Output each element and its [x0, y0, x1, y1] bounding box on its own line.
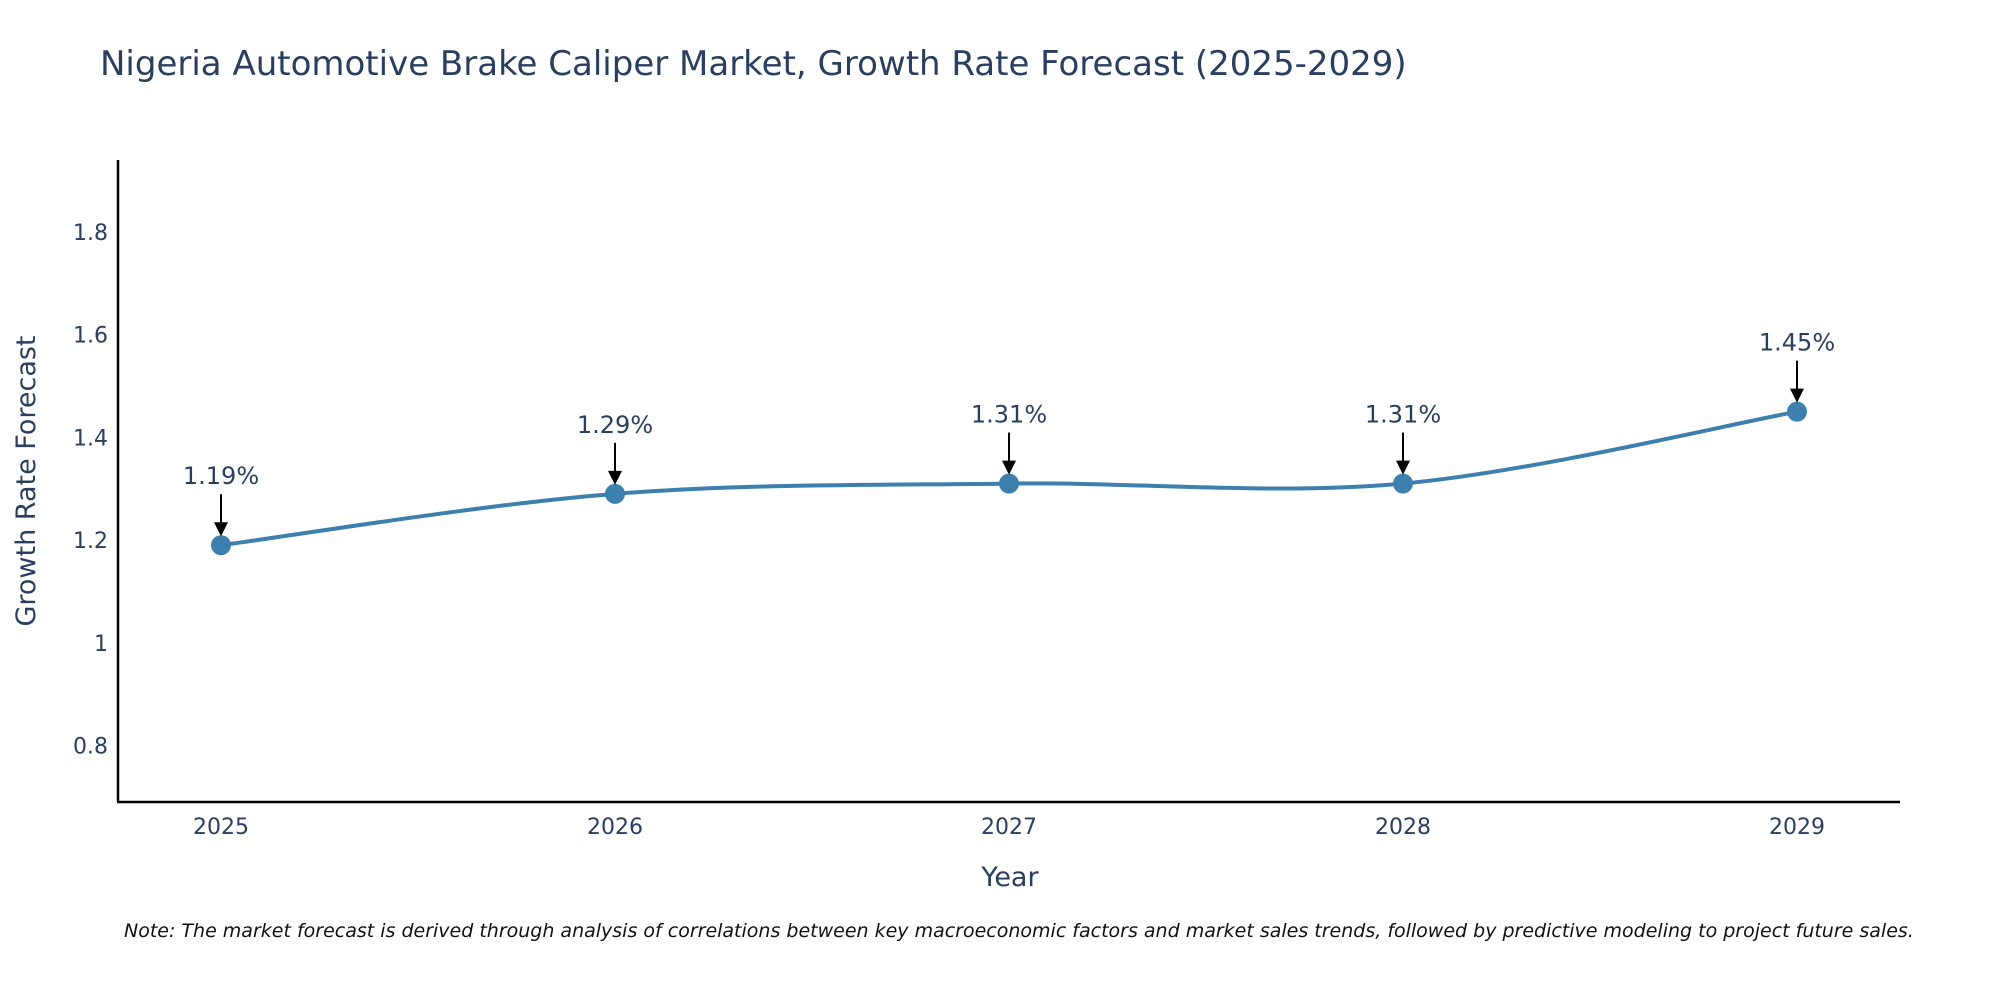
data-label: 1.45%	[1759, 329, 1835, 357]
data-point-marker	[211, 535, 231, 556]
annotation-arrowhead	[1790, 388, 1804, 403]
x-tick-label: 2026	[587, 815, 643, 840]
chart-title: Nigeria Automotive Brake Caliper Market,…	[100, 44, 1407, 84]
data-label: 1.31%	[1365, 401, 1441, 429]
data-label: 1.19%	[183, 462, 259, 490]
y-tick-label: 1.6	[73, 324, 108, 349]
y-tick-label: 0.8	[73, 735, 108, 760]
x-axis-title: Year	[980, 862, 1039, 893]
y-tick-label: 1.2	[73, 529, 108, 554]
annotation-arrowhead	[1002, 460, 1016, 475]
y-tick-label: 1.4	[73, 426, 108, 451]
x-tick-label: 2027	[981, 815, 1037, 840]
y-tick-label: 1.8	[73, 221, 108, 246]
x-tick-label: 2029	[1769, 815, 1825, 840]
x-tick-label: 2028	[1375, 815, 1431, 840]
y-tick-label: 1	[94, 632, 108, 657]
data-point-marker	[1787, 401, 1807, 422]
annotation-arrowhead	[214, 522, 228, 537]
y-axis-title: Growth Rate Forecast	[11, 335, 42, 626]
data-point-marker	[999, 473, 1019, 494]
data-point-marker	[605, 483, 625, 504]
annotation-arrowhead	[1396, 460, 1410, 475]
data-label: 1.29%	[577, 411, 653, 439]
annotation-arrowhead	[608, 470, 622, 485]
data-point-marker	[1393, 473, 1413, 494]
chart-note: Note: The market forecast is derived thr…	[124, 920, 1914, 942]
x-tick-label: 2025	[193, 815, 249, 840]
data-label: 1.31%	[971, 401, 1047, 429]
